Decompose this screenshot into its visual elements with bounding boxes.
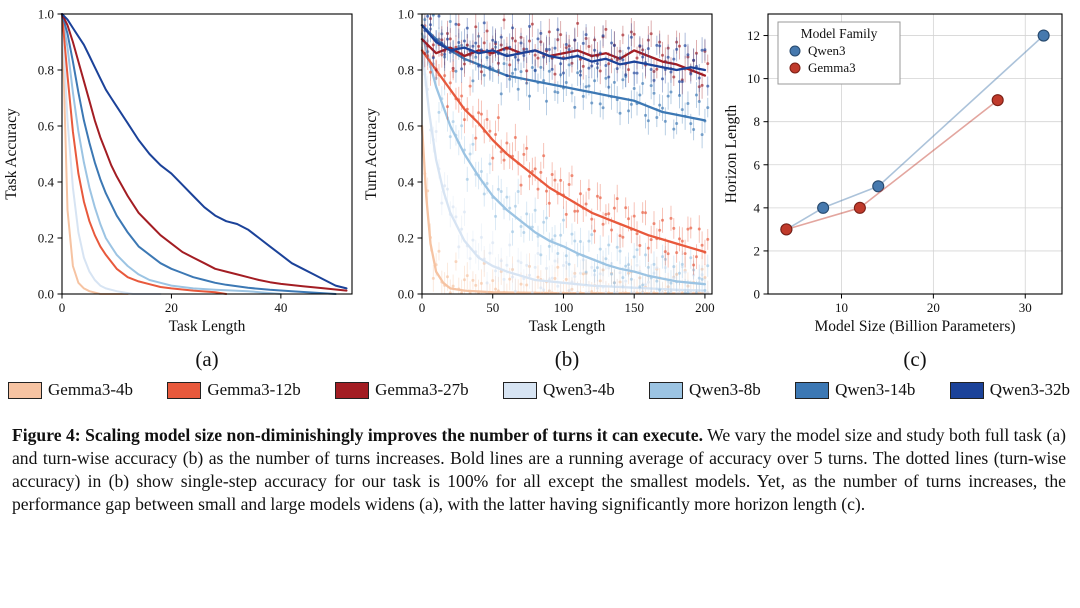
chart-panel-c: 10 20 30 0 2 4 6 8 10 12 Model Size (Billion Param… — [722, 6, 1074, 372]
turn-accuracy-chart: 0 50 100 150 200 0.0 0.2 0.4 0.6 0.8 1.0 Task Lengt… — [363, 7, 715, 336]
svg-text:0: 0 — [59, 300, 66, 315]
svg-text:100: 100 — [554, 300, 574, 315]
svg-text:Task Accuracy: Task Accuracy — [3, 108, 20, 200]
legend-swatch — [795, 381, 830, 399]
svg-text:6: 6 — [754, 157, 761, 172]
svg-text:Horizon Length: Horizon Length — [723, 104, 740, 203]
svg-text:Gemma3: Gemma3 — [808, 60, 856, 75]
svg-text:0: 0 — [419, 300, 426, 315]
legend-swatch — [8, 381, 42, 399]
legend-swatch — [649, 381, 684, 399]
svg-text:Task Length: Task Length — [169, 318, 246, 335]
legend-swatch — [335, 381, 370, 399]
legend-item: Qwen3-8b — [649, 380, 761, 400]
legend-label: Qwen3-4b — [542, 380, 615, 399]
svg-text:0: 0 — [754, 287, 761, 302]
caption-body-text: We vary the model size and study both fu… — [12, 425, 1067, 515]
legend-label: Qwen3-8b — [689, 380, 761, 399]
legend-item: Qwen3-4b — [502, 380, 615, 400]
legend-swatch — [502, 381, 537, 399]
legend-item: Qwen3-14b — [795, 380, 915, 400]
legend-item: Gemma3-4b — [8, 380, 133, 400]
svg-text:Model Size (Billion Parameters: Model Size (Billion Parameters) — [814, 318, 1015, 335]
svg-text:4: 4 — [754, 200, 761, 215]
legend-item: Qwen3-32b — [949, 380, 1070, 400]
svg-text:200: 200 — [695, 300, 715, 315]
svg-text:0.2: 0.2 — [398, 231, 414, 246]
svg-text:40: 40 — [274, 300, 287, 315]
svg-text:Task Length: Task Length — [529, 318, 606, 335]
figure-caption: Figure 4: Scaling model size non-diminis… — [12, 424, 1066, 516]
svg-text:150: 150 — [624, 300, 644, 315]
svg-text:Qwen3: Qwen3 — [808, 43, 846, 58]
legend-label: Gemma3-12b — [207, 380, 301, 399]
svg-text:0.4: 0.4 — [38, 175, 55, 190]
legend-label: Qwen3-32b — [989, 380, 1070, 399]
chart-panel-a: 0 20 40 0.0 0.2 0.4 0.6 0.8 1.0 Task Length Task A… — [2, 6, 362, 372]
panel-label-b: (b) — [554, 347, 580, 371]
svg-text:30: 30 — [1019, 300, 1032, 315]
svg-text:12: 12 — [747, 28, 760, 43]
model-color-legend: Gemma3-4b Gemma3-12b Gemma3-27b Qwen3-4b Qwe… — [0, 380, 1080, 400]
svg-text:0.6: 0.6 — [398, 119, 415, 134]
legend-item: Gemma3-12b — [167, 380, 301, 400]
svg-text:0.8: 0.8 — [398, 63, 414, 78]
legend-label: Gemma3-27b — [375, 380, 469, 399]
svg-text:0.6: 0.6 — [38, 119, 55, 134]
svg-text:0.0: 0.0 — [398, 287, 414, 302]
svg-text:20: 20 — [927, 300, 940, 315]
svg-text:1.0: 1.0 — [398, 7, 414, 22]
svg-text:0.0: 0.0 — [38, 287, 54, 302]
task-accuracy-chart: 0 20 40 0.0 0.2 0.4 0.6 0.8 1.0 Task Length Task A… — [3, 7, 353, 335]
svg-text:1.0: 1.0 — [38, 7, 54, 22]
horizon-length-chart: 10 20 30 0 2 4 6 8 10 12 Model Size (Billion Param… — [723, 13, 1063, 335]
svg-text:Turn Accuracy: Turn Accuracy — [363, 108, 380, 200]
legend-swatch — [949, 381, 984, 399]
svg-text:50: 50 — [486, 300, 499, 315]
caption-bold-text: Figure 4: Scaling model size non-diminis… — [12, 425, 703, 445]
svg-text:2: 2 — [754, 243, 761, 258]
svg-text:8: 8 — [754, 114, 761, 129]
svg-text:10: 10 — [747, 71, 760, 86]
svg-text:0.4: 0.4 — [398, 175, 415, 190]
legend-item: Gemma3-27b — [335, 380, 469, 400]
legend-swatch — [167, 381, 202, 399]
svg-text:0.2: 0.2 — [38, 231, 54, 246]
svg-text:20: 20 — [165, 300, 178, 315]
chart-panel-b: 0 50 100 150 200 0.0 0.2 0.4 0.6 0.8 1.0 Task Lengt… — [362, 6, 722, 372]
svg-text:0.8: 0.8 — [38, 63, 54, 78]
svg-text:Model Family: Model Family — [801, 26, 878, 41]
panel-label-c: (c) — [903, 347, 927, 371]
legend-label: Gemma3-4b — [48, 380, 133, 399]
svg-text:10: 10 — [835, 300, 848, 315]
panel-label-a: (a) — [195, 347, 219, 371]
legend-label: Qwen3-14b — [835, 380, 916, 399]
charts-row: 0 20 40 0.0 0.2 0.4 0.6 0.8 1.0 Task Length Task A… — [0, 6, 1080, 372]
